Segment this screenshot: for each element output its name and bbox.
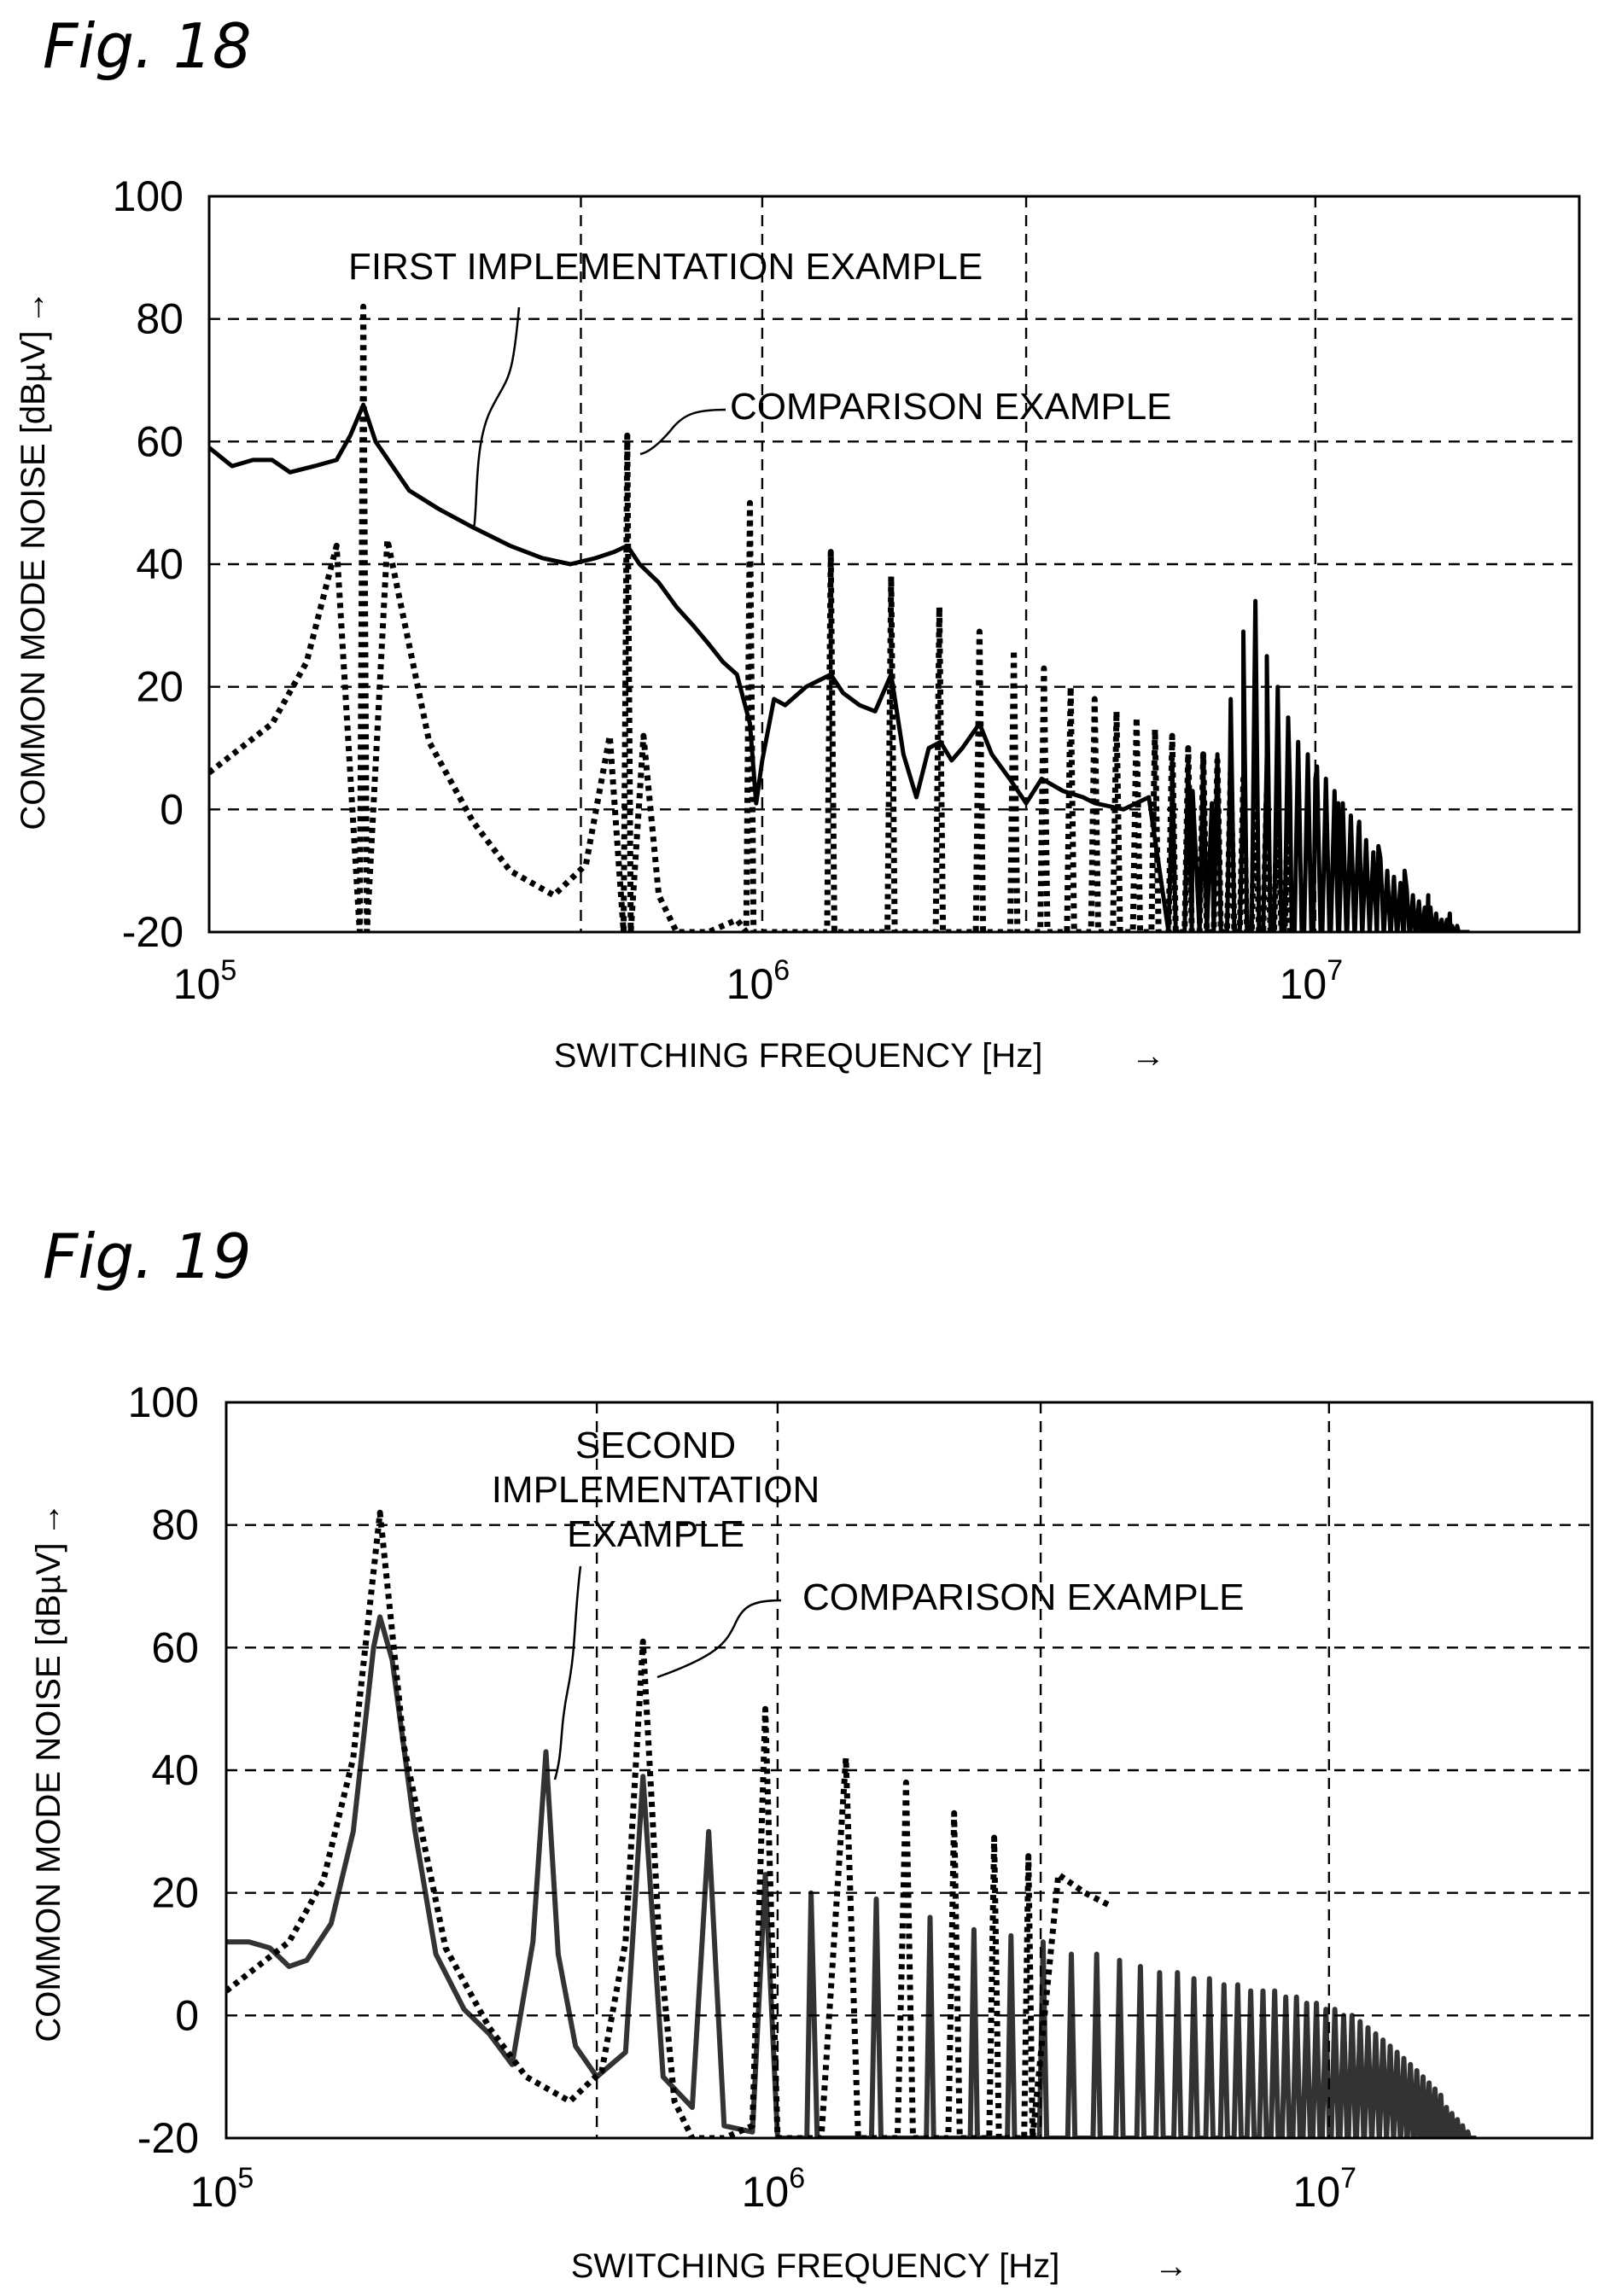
x-tick-label: 107 [1293, 2162, 1357, 2216]
y-ticks: 100 80 60 40 20 0 -20 [113, 172, 184, 956]
x-axis-title-group: SWITCHING FREQUENCY [Hz] → [571, 2247, 1188, 2285]
x-tick-label: 105 [173, 954, 237, 1008]
y-ticks: 100 80 60 40 20 0 -20 [128, 1378, 199, 2162]
y-tick-label: -20 [137, 2114, 199, 2162]
y-tick-label: 40 [136, 540, 184, 588]
y-tick-label: 20 [151, 1869, 199, 1917]
leader-second-implementation [553, 1565, 582, 1780]
x-ticks: 105 106 107 [173, 954, 1343, 1008]
annotation-first-implementation: FIRST IMPLEMENTATION EXAMPLE [348, 246, 983, 288]
series-line-comparison [226, 1509, 1111, 2138]
x-axis-title: SWITCHING FREQUENCY [Hz] [554, 1037, 1043, 1075]
annotation-comparison: COMPARISON EXAMPLE [802, 1576, 1245, 1618]
series-layer [226, 1509, 1477, 2138]
y-tick-label: 0 [160, 785, 184, 833]
leader-comparison [656, 1599, 782, 1679]
leader-comparison [639, 408, 726, 456]
y-axis-title: COMMON MODE NOISE [dBµV] [15, 330, 52, 830]
x-tick-label: 106 [742, 2162, 806, 2216]
y-tick-label: 20 [136, 663, 184, 711]
annotation-comparison: COMPARISON EXAMPLE [730, 386, 1172, 428]
figure-19-title: Fig. 19 [43, 1221, 252, 1292]
x-tick-label: 105 [190, 2162, 254, 2216]
y-axis-title: COMMON MODE NOISE [dBµV] [30, 1542, 67, 2042]
x-axis-title: SWITCHING FREQUENCY [Hz] [571, 2247, 1060, 2285]
annotation-second-line2: IMPLEMENTATION [492, 1469, 820, 1511]
y-tick-label: 0 [175, 1991, 199, 2039]
annotation-second-line3: EXAMPLE [567, 1513, 744, 1555]
y-axis-title-group: COMMON MODE NOISE [dBµV] → [30, 1502, 67, 2043]
y-tick-label: 40 [151, 1746, 199, 1794]
annotation-second-line1: SECOND [575, 1425, 736, 1466]
y-tick-label: 80 [151, 1501, 199, 1549]
y-axis-arrow: → [15, 290, 52, 324]
x-tick-label: 107 [1280, 954, 1344, 1008]
figure-18-title: Fig. 18 [43, 10, 252, 82]
series-line-implementation [226, 1614, 1477, 2138]
leader-first-implementation [472, 306, 521, 530]
x-ticks: 105 106 107 [190, 2162, 1356, 2216]
y-tick-label: 100 [128, 1378, 199, 1426]
y-axis-arrow: → [30, 1502, 67, 1536]
series-layer [209, 303, 1470, 932]
x-axis-arrow: → [1154, 2247, 1188, 2285]
series-line-implementation [209, 402, 1470, 932]
x-axis-arrow: → [1131, 1037, 1165, 1075]
y-axis-title-group: COMMON MODE NOISE [dBµV] → [15, 290, 52, 830]
figure-19-chart: COMMON MODE NOISE [dBµV] → 100 80 60 40 20 0 -… [30, 1378, 1594, 2285]
gridlines [226, 1402, 1592, 2138]
y-tick-label: -20 [122, 908, 184, 956]
y-tick-label: 100 [113, 172, 184, 220]
figure-18-chart: COMMON MODE NOISE [dBµV] → 100 80 60 40 20 0 -… [15, 172, 1581, 1075]
y-tick-label: 80 [136, 295, 184, 343]
x-axis-title-group: SWITCHING FREQUENCY [Hz] → [554, 1037, 1165, 1075]
x-tick-label: 106 [726, 954, 790, 1008]
y-tick-label: 60 [151, 1623, 199, 1671]
y-tick-label: 60 [136, 417, 184, 465]
